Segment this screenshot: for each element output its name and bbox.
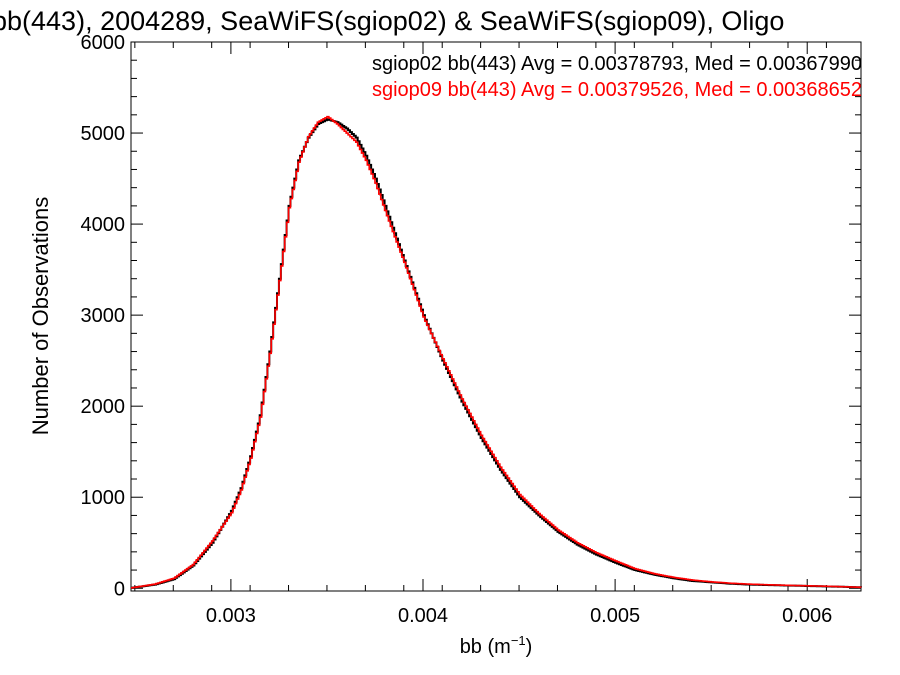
x-axis-label-main: bb (m [460, 636, 511, 658]
legend-entry-sgiop02: sgiop02 bb(443) Avg = 0.00378793, Med = … [372, 53, 862, 75]
y-tick-label: 5000 [81, 123, 126, 145]
x-axis-label-close: ) [526, 636, 533, 658]
y-tick-label: 6000 [81, 32, 126, 54]
y-tick-label: 3000 [81, 305, 126, 327]
series-layer [131, 115, 862, 589]
y-tick-label: 0 [114, 578, 125, 600]
y-tick-label: 4000 [81, 214, 126, 236]
y-axis-label: Number of Observations [28, 197, 53, 435]
x-tick-label: 0.005 [590, 605, 640, 627]
x-tick-label: 0.003 [206, 605, 256, 627]
x-axis-label-superscript: −1 [511, 633, 526, 648]
tick-labels: 0.003 0.004 0.005 0.006 0 1000 2000 3000 4000 500… [81, 32, 833, 627]
legend-entry-sgiop09: sgiop09 bb(443) Avg = 0.00379526, Med = … [372, 79, 862, 101]
x-tick-label: 0.006 [782, 605, 832, 627]
y-tick-label: 2000 [81, 396, 126, 418]
x-tick-label: 0.004 [398, 605, 448, 627]
plot-area [130, 41, 862, 592]
axis-ticks [131, 41, 861, 591]
y-tick-label: 1000 [81, 487, 126, 509]
x-axis-label: bb (m−1) [460, 633, 533, 658]
chart-title: bb(443), 2004289, SeaWiFS(sgiop02) & Sea… [0, 6, 784, 36]
series-line-sgiop09 [131, 115, 862, 589]
series-line-sgiop02 [131, 118, 862, 589]
